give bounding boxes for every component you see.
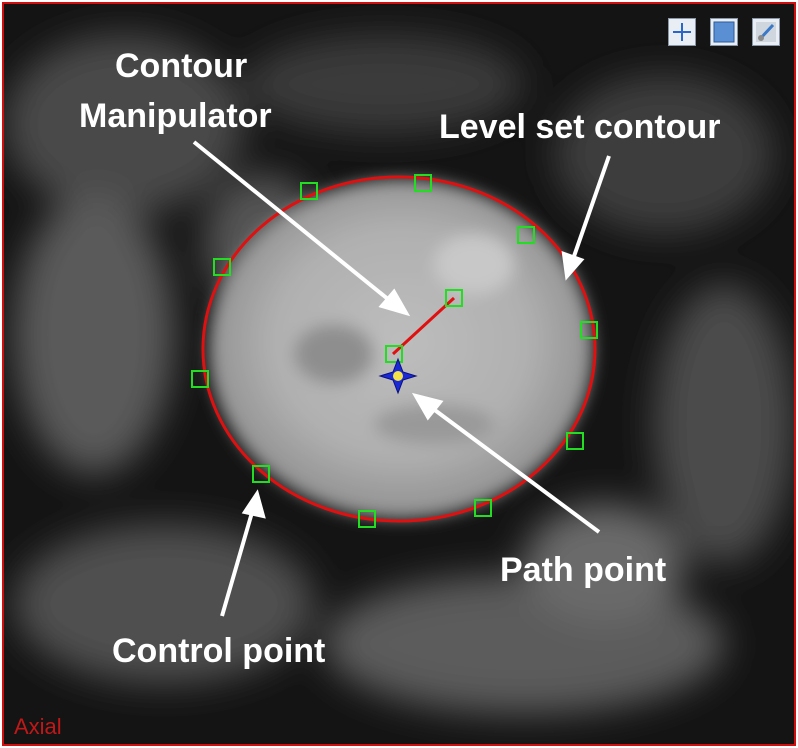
control-point[interactable] xyxy=(300,182,318,200)
control-points xyxy=(191,174,598,528)
arrow-level-set-contour xyxy=(570,155,611,263)
label-contour-manipulator-line1: Contour xyxy=(115,47,248,85)
control-point[interactable] xyxy=(414,174,432,192)
contour-manipulator-line xyxy=(391,296,456,356)
arrow-path-point xyxy=(426,403,601,534)
control-point[interactable] xyxy=(517,226,535,244)
label-level-set-contour: Level set contour xyxy=(439,108,721,146)
level-set-contour[interactable] xyxy=(201,175,597,523)
control-point[interactable] xyxy=(566,432,584,450)
square-fill-icon xyxy=(713,21,735,43)
brush-icon xyxy=(756,22,776,42)
annotation-arrows xyxy=(192,140,611,617)
control-point[interactable] xyxy=(191,370,209,388)
label-path-point: Path point xyxy=(500,551,667,589)
view-orientation-label: Axial xyxy=(14,714,62,739)
control-point[interactable] xyxy=(252,465,270,483)
label-control-point: Control point xyxy=(112,632,326,670)
control-point[interactable] xyxy=(580,321,598,339)
control-point[interactable] xyxy=(358,510,376,528)
view-toolbar xyxy=(668,18,780,46)
path-point[interactable] xyxy=(378,357,418,395)
arrow-contour-manipulator xyxy=(192,140,396,306)
control-point[interactable] xyxy=(474,499,492,517)
crosshair-tool-button[interactable] xyxy=(668,18,696,46)
control-point[interactable] xyxy=(213,258,231,276)
image-canvas[interactable] xyxy=(4,4,794,744)
fill-tool-button[interactable] xyxy=(710,18,738,46)
manipulator-handle-start[interactable] xyxy=(385,345,403,363)
crosshair-icon xyxy=(673,23,691,41)
brush-tool-button[interactable] xyxy=(752,18,780,46)
label-contour-manipulator-line2: Manipulator xyxy=(79,97,272,135)
manipulator-handle-end[interactable] xyxy=(445,289,463,307)
arrow-control-point xyxy=(220,508,255,617)
